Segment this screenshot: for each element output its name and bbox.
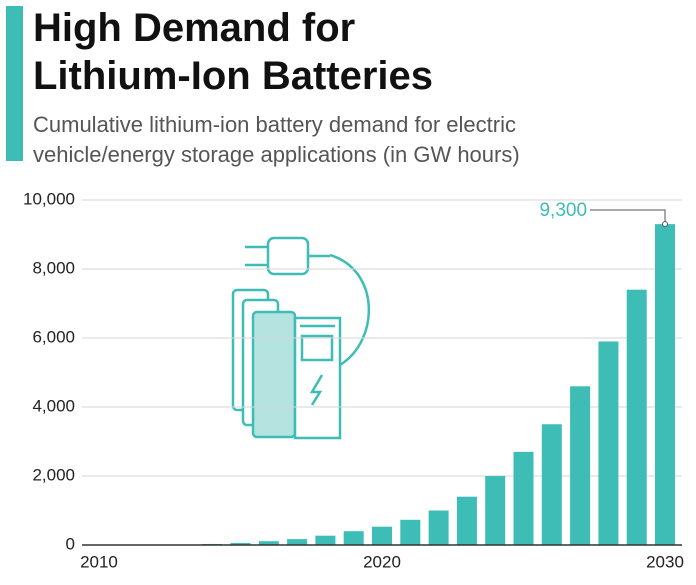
y-tick-label: 0 [66, 534, 75, 553]
bar [485, 476, 506, 545]
bar [428, 510, 449, 545]
bar [372, 526, 392, 545]
bar [513, 451, 534, 545]
accent-bar [6, 6, 23, 161]
bar [400, 519, 421, 545]
bar [343, 531, 364, 545]
bar [655, 224, 676, 545]
x-tick-label: 2020 [363, 552, 401, 571]
annotation-dot [662, 221, 669, 228]
y-tick-label: 2,000 [32, 465, 75, 484]
y-tick-label: 4,000 [32, 396, 75, 415]
chart-subtitle: Cumulative lithium-ion battery demand fo… [33, 112, 520, 167]
y-tick-label: 8,000 [32, 258, 75, 277]
bar [287, 539, 308, 545]
bar [230, 542, 251, 545]
bar [598, 341, 619, 545]
bar [456, 496, 477, 545]
x-tick-label: 2010 [80, 552, 118, 571]
value-label: 9,300 [539, 200, 587, 221]
y-tick-label: 6,000 [32, 327, 75, 346]
chart-title: High Demand for Lithium-Ion Batteries [33, 6, 434, 98]
bar [315, 535, 336, 545]
x-tick-label: 2030 [646, 552, 684, 571]
bar [570, 386, 591, 545]
bar [541, 424, 562, 545]
bar [258, 541, 279, 545]
y-tick-label: 10,000 [23, 189, 75, 208]
bar [626, 289, 647, 545]
annotation-line [590, 209, 666, 225]
